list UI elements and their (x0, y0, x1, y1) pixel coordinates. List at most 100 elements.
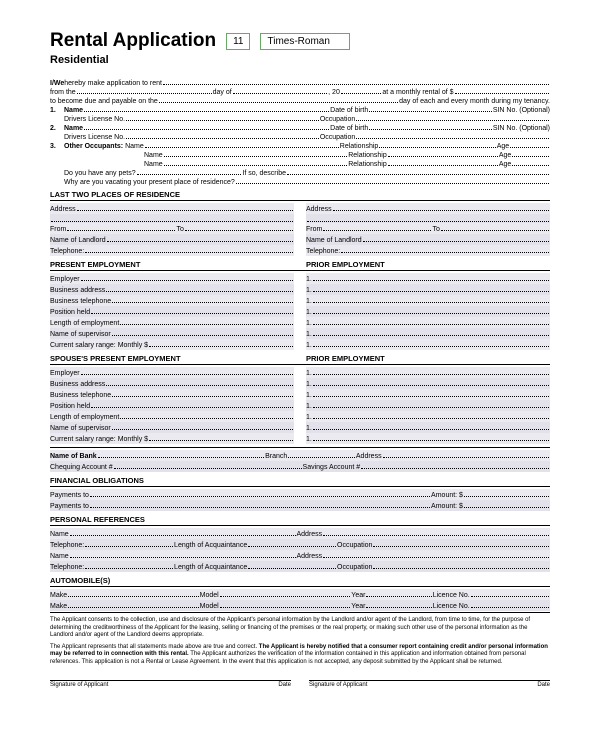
label-payto1: Payments to (50, 492, 89, 499)
intro-each: day of each and every month during my te… (399, 98, 550, 105)
label-occ: Occupation (320, 116, 355, 123)
form-title: Rental Application (50, 30, 216, 52)
label-name: Name (64, 107, 83, 114)
section-present-emp: PRESENT EMPLOYMENT (50, 260, 294, 269)
payment-row-2: Payments toAmount: $ (50, 500, 550, 511)
sprior-1f: 1. (306, 425, 312, 432)
sprior-1d: 1. (306, 403, 312, 410)
ref2-occ: Occupation (337, 564, 372, 571)
section-prior-emp-2: PRIOR EMPLOYMENT (306, 354, 550, 363)
rental-application-form: Rental Application 11 Times-Roman Reside… (0, 0, 600, 708)
label-pets: Do you have any pets? (64, 170, 136, 177)
intro-line-3: to become due and payable on the day of e… (50, 96, 550, 105)
sig1-date: Date (278, 682, 291, 688)
res1-tel: Telephone: (50, 248, 84, 255)
signature-row: Signature of Applicant Date Signature of … (50, 680, 550, 688)
intro-line-2: from theday of, 20at a monthly rental of… (50, 87, 550, 96)
label-oname3: Name (144, 161, 163, 168)
num1: 1. (50, 107, 64, 114)
legal-p2a: The Applicant represents that all statem… (50, 644, 259, 650)
fontname-box[interactable]: Times-Roman (260, 33, 350, 50)
ref-row-2a: NameAddress (50, 550, 550, 561)
ref1-name: Name (50, 531, 69, 538)
label-bankaddr: Address (356, 453, 382, 460)
auto1-model: Model (200, 592, 219, 599)
label-dl: Drivers License No. (64, 116, 125, 123)
residence-columns: Address FromTo Name of Landlord Telephon… (50, 203, 550, 256)
label-sav: Savings Account # (303, 464, 361, 471)
ref2-acq: Length of Acquaintance (174, 564, 247, 571)
ref-row-2b: Telephone:Length of AcquaintanceOccupati… (50, 561, 550, 572)
semp-bustel: Business telephone (50, 392, 111, 399)
intro-dayof: day of (213, 89, 232, 96)
emp-len: Length of employment (50, 320, 119, 327)
label-age3: Age (499, 161, 511, 168)
semp-salary: Current salary range: Monthly $ (50, 436, 148, 443)
prior-1g: 1. (306, 342, 312, 349)
emp-salary: Current salary range: Monthly $ (50, 342, 148, 349)
prior-1a: 1. (306, 276, 312, 283)
auto-row-1: Make Model Year Licence No. (50, 589, 550, 600)
intro-apply: hereby make application to rent (64, 80, 162, 87)
ref1-tel: Telephone: (50, 542, 84, 549)
label-vacate: Why are you vacating your present place … (64, 179, 235, 186)
section-auto: AUTOMOBILE(S) (50, 576, 550, 585)
prior-1d: 1. (306, 309, 312, 316)
sig2-label: Signature of Applicant (309, 682, 367, 688)
label-oname: Name (125, 143, 144, 150)
emp-bustel: Business telephone (50, 298, 111, 305)
section-spouse-emp: SPOUSE'S PRESENT EMPLOYMENT (50, 354, 294, 363)
auto1-year: Year (351, 592, 365, 599)
intro-rent: at a monthly rental of $ (382, 89, 453, 96)
res2-to: To (432, 226, 439, 233)
applicant-2-name: 2.NameDate of birthSIN No. (Optional) (50, 123, 550, 132)
semp-len: Length of employment (50, 414, 119, 421)
applicant-1-dl: Drivers License No. Occupation (50, 114, 550, 123)
auto1-make: Make (50, 592, 67, 599)
label-amt1: Amount: $ (431, 492, 463, 499)
intro-due: to become due and payable on the (50, 98, 158, 105)
pets-line: Do you have any pets?If so, describe (50, 168, 550, 177)
ref-row-1a: Name Address (50, 528, 550, 539)
ref1-addr: Address (297, 531, 323, 538)
emp-pos: Position held (50, 309, 90, 316)
res2-addr: Address (306, 206, 332, 213)
res1-from: From (50, 226, 66, 233)
prior-1c: 1. (306, 298, 312, 305)
label-cheq: Chequing Account # (50, 464, 113, 471)
label-sin: SIN No. (Optional) (493, 107, 550, 114)
prior-1f: 1. (306, 331, 312, 338)
form-header: Rental Application 11 Times-Roman (50, 30, 550, 52)
sprior-1a: 1. (306, 370, 312, 377)
semp-sup: Name of supervisor (50, 425, 111, 432)
ref-row-1b: Telephone:Length of AcquaintanceOccupati… (50, 539, 550, 550)
label-rel3: Relationship (348, 161, 387, 168)
sprior-1e: 1. (306, 414, 312, 421)
label-dl2: Drivers License No. (64, 134, 125, 141)
sprior-1b: 1. (306, 381, 312, 388)
auto2-year: Year (351, 603, 365, 610)
auto2-lic: Licence No. (433, 603, 470, 610)
res1-addr: Address (50, 206, 76, 213)
ref2-name: Name (50, 553, 69, 560)
payment-row-1: Payments to Amount: $ (50, 489, 550, 500)
emp-sup: Name of supervisor (50, 331, 111, 338)
sig2-date: Date (537, 682, 550, 688)
auto1-lic: Licence No. (433, 592, 470, 599)
label-branch: Branch (265, 453, 287, 460)
applicant-2-dl: Drivers License No.Occupation (50, 132, 550, 141)
section-prior-emp: PRIOR EMPLOYMENT (306, 260, 550, 269)
vacate-line: Why are you vacating your present place … (50, 177, 550, 186)
section-financial: FINANCIAL OBLIGATIONS (50, 476, 550, 485)
semp-employer: Employer (50, 370, 80, 377)
intro-line-1: I/We hereby make application to rent (50, 78, 550, 87)
signature-2: Signature of Applicant Date (309, 680, 550, 688)
res2-from: From (306, 226, 322, 233)
fontsize-box[interactable]: 11 (226, 33, 250, 50)
label-age: Age (497, 143, 509, 150)
label-other-occ: Other Occupants: (64, 143, 123, 150)
bank-line: Name of BankBranchAddress (50, 450, 550, 461)
semp-busaddr: Business address (50, 381, 105, 388)
acct-line: Chequing Account # Savings Account # (50, 461, 550, 472)
intro-iwe: I/We (50, 80, 64, 87)
